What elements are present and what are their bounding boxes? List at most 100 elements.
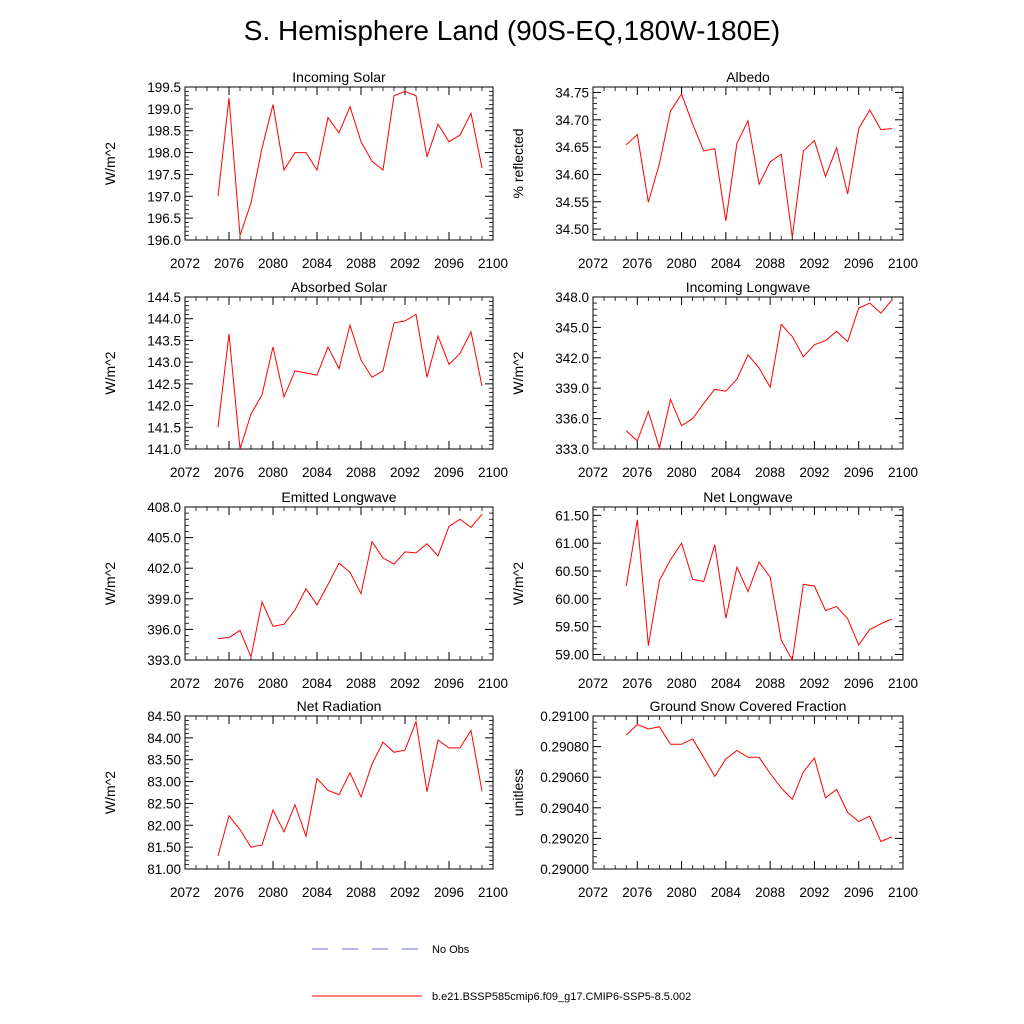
x-tick-label: 2080 <box>667 676 697 691</box>
y-tick-label: 34.65 <box>555 140 589 155</box>
y-tick-label: 141.0 <box>147 442 181 457</box>
y-tick-label: 34.75 <box>555 85 589 100</box>
x-tick-label: 2072 <box>578 465 608 480</box>
y-axis-label: W/m^2 <box>102 142 118 185</box>
plot-frame <box>184 296 494 450</box>
chart-panels: Incoming Solar W/m^2 2072 2076 2080 2084 2088 2… <box>102 69 918 900</box>
x-tick-label: 2100 <box>478 676 508 691</box>
panel-title: Albedo <box>726 69 770 85</box>
x-tick-label: 2084 <box>711 465 742 480</box>
panel-title: Net Radiation <box>297 698 382 714</box>
y-axis-label: unitless <box>510 769 526 816</box>
y-tick-label: 0.29040 <box>540 801 589 816</box>
x-tick-label: 2076 <box>214 256 244 271</box>
series-line-albedo <box>625 92 892 238</box>
x-tick-label: 2100 <box>888 676 918 691</box>
y-tick-label: 0.29060 <box>540 770 589 785</box>
y-tick-label: 83.50 <box>147 753 181 768</box>
panel-incoming-longwave: Incoming Longwave W/m^2 2072 2076 2080 2084 20… <box>510 279 918 480</box>
y-tick-label: 81.00 <box>147 862 181 877</box>
y-tick-label: 0.29100 <box>540 709 589 724</box>
x-tick-label: 2080 <box>258 465 288 480</box>
y-tick-label: 81.50 <box>147 840 181 855</box>
y-tick-label: 198.5 <box>147 124 181 139</box>
panel-title: Ground Snow Covered Fraction <box>650 698 847 714</box>
y-tick-label: 0.29080 <box>540 740 589 755</box>
panel-albedo: Albedo % reflected 2072 2076 2080 2084 2088 209… <box>510 69 918 271</box>
x-tick-label: 2076 <box>214 885 244 900</box>
plot-frame <box>592 715 904 870</box>
x-tick-label: 2084 <box>302 465 333 480</box>
series-line-emitted-longwave <box>217 513 483 659</box>
y-tick-label: 199.5 <box>147 80 181 95</box>
y-tick-label: 348.0 <box>555 290 589 305</box>
plot-frame <box>592 86 904 241</box>
x-tick-label: 2084 <box>302 256 333 271</box>
x-tick-label: 2084 <box>711 256 742 271</box>
panel-title: Incoming Longwave <box>686 279 811 295</box>
legend: No Obs b.e21.BSSP585cmip6.f09_g17.CMIP6-… <box>312 944 691 1003</box>
x-tick-label: 2096 <box>434 885 464 900</box>
plot-frame <box>184 715 494 870</box>
y-tick-label: 141.5 <box>147 420 181 435</box>
y-tick-label: 399.0 <box>147 592 181 607</box>
y-axis-label: W/m^2 <box>510 351 526 394</box>
x-tick-label: 2092 <box>390 676 420 691</box>
y-tick-label: 0.29020 <box>540 831 589 846</box>
x-tick-label: 2096 <box>844 465 874 480</box>
panel-title: Incoming Solar <box>292 69 386 85</box>
legend-label-model: b.e21.BSSP585cmip6.f09_g17.CMIP6-SSP5-8.… <box>432 991 691 1003</box>
y-tick-label: 143.5 <box>147 333 181 348</box>
y-tick-label: 339.0 <box>555 381 589 396</box>
plot-frame <box>592 296 904 450</box>
y-tick-label: 396.0 <box>147 622 181 637</box>
y-tick-label: 196.5 <box>147 211 181 226</box>
y-tick-label: 199.0 <box>147 102 181 117</box>
x-tick-label: 2072 <box>170 885 200 900</box>
x-tick-label: 2080 <box>667 885 697 900</box>
x-tick-label: 2088 <box>346 676 376 691</box>
y-axis-label: W/m^2 <box>102 771 118 814</box>
x-tick-label: 2080 <box>258 676 288 691</box>
y-tick-label: 34.60 <box>555 167 589 182</box>
legend-label-no-obs: No Obs <box>432 944 470 956</box>
y-axis-label: % reflected <box>510 128 526 198</box>
panel-emitted-longwave: Emitted Longwave W/m^2 2072 2076 2080 2084 208… <box>102 489 508 691</box>
y-tick-label: 84.00 <box>147 731 181 746</box>
x-tick-label: 2072 <box>170 676 200 691</box>
x-tick-label: 2080 <box>667 256 697 271</box>
y-tick-label: 143.0 <box>147 355 181 370</box>
y-tick-label: 142.5 <box>147 377 181 392</box>
y-tick-label: 0.29000 <box>540 862 589 877</box>
series-line-incoming-solar <box>217 90 483 236</box>
x-tick-label: 2088 <box>755 256 785 271</box>
x-tick-label: 2076 <box>214 465 244 480</box>
y-tick-label: 60.00 <box>555 592 589 607</box>
x-tick-label: 2084 <box>711 676 742 691</box>
y-tick-label: 144.5 <box>147 290 181 305</box>
x-tick-label: 2096 <box>844 256 874 271</box>
plot-frame <box>184 86 494 241</box>
x-tick-label: 2092 <box>799 676 829 691</box>
x-tick-label: 2088 <box>755 676 785 691</box>
x-tick-label: 2092 <box>390 885 420 900</box>
x-tick-label: 2096 <box>844 676 874 691</box>
y-tick-label: 333.0 <box>555 442 589 457</box>
x-tick-label: 2100 <box>888 256 918 271</box>
series-line-ground-snow-covered-fraction <box>625 723 893 843</box>
x-tick-label: 2076 <box>622 885 652 900</box>
y-tick-label: 342.0 <box>555 351 589 366</box>
x-tick-label: 2092 <box>799 465 829 480</box>
y-tick-label: 402.0 <box>147 561 181 576</box>
series-line-net-longwave <box>625 519 893 662</box>
panel-ground-snow-covered-fraction: Ground Snow Covered Fraction unitless 2072… <box>510 698 918 900</box>
x-tick-label: 2100 <box>888 465 918 480</box>
y-tick-label: 82.50 <box>147 796 181 811</box>
y-tick-label: 34.55 <box>555 195 589 210</box>
x-tick-label: 2076 <box>622 465 652 480</box>
panel-title: Net Longwave <box>703 489 793 505</box>
x-tick-label: 2076 <box>622 256 652 271</box>
x-tick-label: 2072 <box>578 885 608 900</box>
y-tick-label: 405.0 <box>147 531 181 546</box>
y-tick-label: 197.0 <box>147 189 181 204</box>
